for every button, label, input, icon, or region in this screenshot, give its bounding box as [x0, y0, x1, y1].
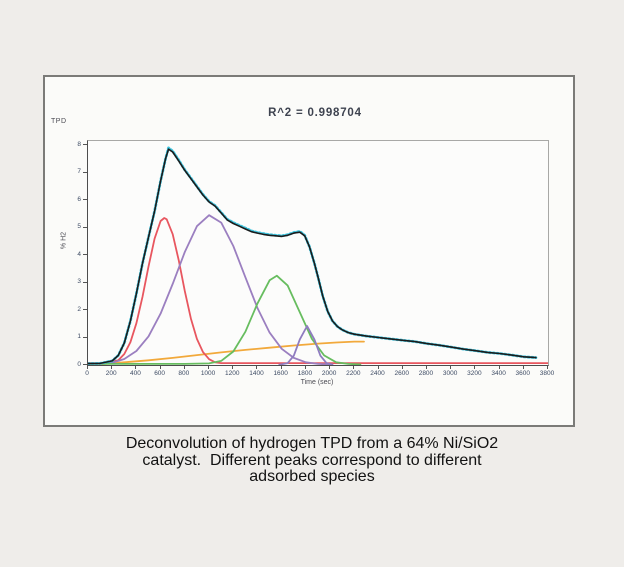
y-tick-mark [83, 364, 87, 365]
x-tick-label: 3400 [491, 370, 506, 377]
figure-box: TPD R^2 = 0.998704 Time (sec) % H2 0 200 4… [43, 75, 575, 427]
x-tick-label: 3000 [442, 370, 458, 377]
x-tick-label: 400 [129, 370, 141, 377]
x-tick-mark [232, 366, 234, 369]
y-tick-label: 6 [77, 195, 81, 203]
x-tick-label: 2000 [321, 370, 337, 377]
y-tick-mark [83, 309, 87, 311]
x-tick-label: 1800 [297, 370, 313, 377]
y-tick-mark [83, 254, 87, 256]
y-tick-mark [83, 336, 87, 338]
x-tick-label: 2600 [394, 370, 409, 377]
y-tick-mark [83, 171, 87, 173]
x-tick-mark [304, 366, 306, 369]
series-overall-fit-black [88, 148, 537, 365]
y-tick-mark [83, 144, 87, 146]
x-tick-mark [353, 366, 355, 369]
x-axis-label: Time (sec) [300, 379, 334, 386]
x-tick-mark [522, 366, 524, 369]
figure-caption: Deconvolution of hydrogen TPD from a 64%… [0, 435, 624, 486]
series-peak1-red [88, 217, 548, 365]
x-tick-mark [425, 366, 427, 369]
x-tick-mark [159, 366, 161, 369]
x-tick-mark [256, 366, 258, 369]
y-tick-label: 7 [77, 168, 81, 176]
x-tick-label: 600 [154, 370, 166, 377]
y-tick-label: 1 [77, 333, 81, 340]
caption-line-1: Deconvolution of hydrogen TPD from a 64%… [125, 435, 499, 452]
series-peak3-green [88, 274, 362, 365]
x-tick-mark [280, 366, 282, 369]
y-tick-label: 4 [77, 250, 81, 258]
y-axis-label: % H2 [60, 231, 68, 250]
x-tick-label: 1000 [200, 370, 216, 377]
y-tick-mark [83, 281, 87, 283]
chart-title: R^2 = 0.998704 [268, 107, 362, 119]
x-tick-mark [208, 366, 210, 369]
caption-line-3: adsorbed species [249, 468, 375, 485]
x-tick-mark [547, 366, 548, 369]
x-tick-mark [329, 366, 331, 369]
series-peak4-small-purple [278, 325, 334, 365]
x-tick-mark [183, 366, 185, 369]
x-tick-mark [377, 366, 379, 369]
y-tick-label: 3 [77, 278, 81, 286]
y-tick-mark [83, 226, 87, 228]
series-background-orange [99, 340, 365, 365]
x-tick-label: 1200 [225, 370, 240, 377]
x-tick-mark [87, 366, 88, 369]
x-tick-label: 1600 [273, 370, 288, 377]
x-tick-label: 3600 [515, 370, 531, 377]
caption-line-2: catalyst. Different peaks correspond to … [142, 451, 482, 469]
x-tick-label: 800 [178, 370, 190, 377]
y-tick-label: 8 [77, 140, 81, 148]
y-tick-mark [83, 199, 87, 201]
x-tick-label: 1400 [249, 370, 264, 377]
chart-canvas [88, 146, 548, 365]
x-tick-mark [474, 366, 476, 369]
plot-area [87, 140, 549, 366]
x-tick-label: 2200 [346, 370, 361, 377]
x-tick-mark [135, 366, 137, 369]
y-tick-label: 0 [77, 360, 81, 368]
series-peak2-purple [105, 214, 332, 365]
x-tick-label: 0 [85, 370, 89, 377]
x-tick-label: 2800 [418, 370, 434, 377]
x-tick-mark [111, 366, 113, 369]
x-tick-mark [450, 366, 452, 369]
y-tick-label: 5 [77, 223, 81, 231]
x-tick-label: 3200 [467, 370, 482, 377]
x-tick-label: 2400 [370, 370, 385, 377]
x-tick-mark [498, 366, 500, 369]
x-tick-label: 3800 [539, 370, 555, 377]
tpd-corner-label: TPD [51, 118, 67, 125]
y-tick-label: 2 [77, 305, 81, 313]
x-tick-label: 200 [105, 370, 117, 377]
x-tick-mark [401, 366, 403, 369]
